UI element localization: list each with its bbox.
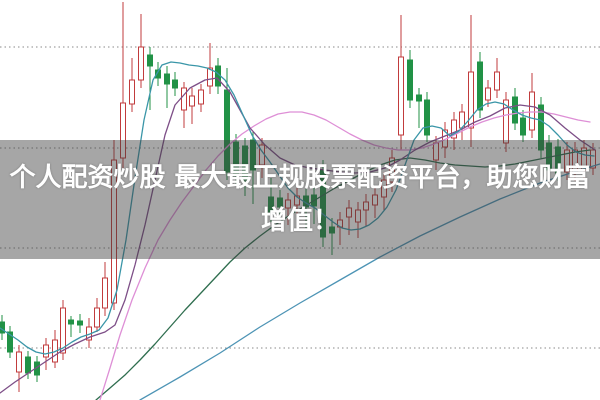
candle-up — [207, 43, 213, 94]
candle-up — [294, 188, 300, 220]
candle-up — [572, 142, 578, 181]
candle-down — [172, 72, 178, 96]
ma-mid-purple — [0, 77, 596, 394]
candle-up — [355, 202, 361, 238]
candle-down — [164, 66, 170, 108]
candle-down — [250, 132, 256, 204]
candle-up — [459, 104, 465, 140]
candle-up — [129, 58, 135, 112]
candle-down — [0, 315, 5, 340]
candle-up — [451, 112, 457, 150]
candle-down — [329, 218, 335, 255]
ma-long-blue — [139, 163, 600, 400]
candle-down — [242, 138, 248, 196]
candle-down — [233, 134, 239, 184]
candle-up — [372, 188, 378, 218]
candle-up — [494, 58, 500, 98]
candle-up — [468, 15, 474, 147]
candle-down — [7, 326, 13, 358]
banner-line-2: 增值！ — [260, 205, 339, 236]
promo-banner: 个人配资炒股 最大最正规股票配资平台，助您财富 增值！ — [0, 140, 600, 259]
candle-down — [538, 97, 544, 158]
candle-up — [485, 80, 491, 107]
candle-up — [398, 15, 404, 150]
candle-down — [77, 314, 83, 333]
candle-up — [389, 150, 395, 192]
candle-down — [224, 68, 230, 180]
candle-up — [181, 82, 187, 128]
ma-mid-pink — [99, 111, 591, 400]
candle-up — [16, 345, 22, 392]
candle-up — [581, 140, 587, 178]
ma-fast-teal — [0, 61, 595, 355]
candle-up — [381, 172, 387, 210]
candle-up — [102, 262, 108, 316]
banner-line-1: 个人配资炒股 最大最正规股票配资平台，助您财富 — [9, 162, 591, 193]
candle-down — [147, 47, 153, 110]
candle-up — [529, 73, 535, 138]
candle-up — [120, 2, 126, 170]
ma-slow-green — [95, 149, 591, 400]
candle-up — [285, 193, 291, 225]
candle-down — [512, 88, 518, 130]
candle-down — [68, 316, 74, 337]
candle-up — [503, 92, 509, 152]
candle-down — [407, 50, 413, 108]
candle-down — [277, 190, 283, 218]
candle-down — [477, 52, 483, 118]
candle-down — [555, 139, 561, 181]
candle-down — [268, 178, 274, 222]
candle-up — [198, 84, 204, 112]
candle-down — [155, 62, 161, 86]
candle-down — [424, 92, 430, 142]
candle-up — [363, 194, 369, 226]
candle-up — [138, 14, 144, 88]
candle-up — [94, 298, 100, 332]
candle-down — [416, 88, 422, 128]
candle-up — [189, 88, 195, 124]
candle-up — [52, 330, 58, 368]
candle-up — [111, 140, 117, 310]
